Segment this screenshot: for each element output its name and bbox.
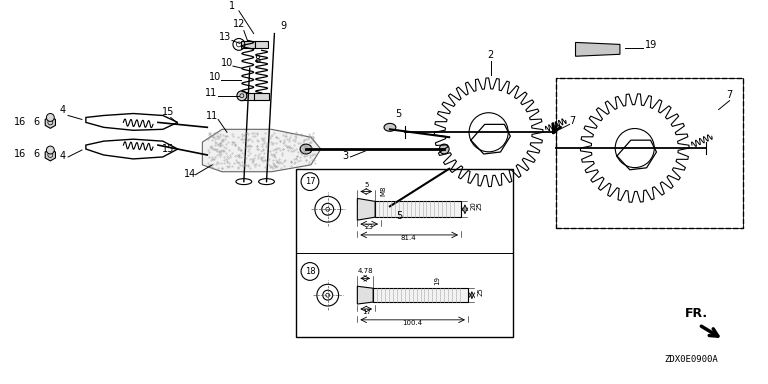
Bar: [373, 288, 468, 302]
Text: 5: 5: [364, 182, 369, 187]
Circle shape: [237, 91, 247, 101]
Text: M8: M8: [380, 186, 386, 197]
Text: 3: 3: [343, 151, 349, 161]
Text: 10: 10: [209, 72, 221, 82]
Text: 17: 17: [362, 309, 371, 315]
Polygon shape: [202, 129, 321, 172]
Text: 16: 16: [14, 118, 26, 127]
Bar: [241, 41, 255, 48]
Bar: [240, 93, 256, 100]
Ellipse shape: [439, 144, 449, 154]
Text: 19: 19: [644, 40, 657, 50]
Text: 4: 4: [59, 104, 65, 114]
Polygon shape: [357, 199, 375, 220]
Text: 6: 6: [34, 118, 40, 127]
Text: 12: 12: [233, 19, 245, 29]
Text: 5: 5: [396, 211, 403, 221]
Text: 4: 4: [59, 151, 65, 161]
Text: FR.: FR.: [684, 307, 707, 320]
Polygon shape: [575, 43, 620, 56]
Bar: [556, 78, 743, 228]
Circle shape: [46, 146, 55, 154]
Text: 17: 17: [305, 177, 316, 186]
Text: 19: 19: [435, 276, 440, 285]
Text: 20: 20: [471, 201, 477, 210]
Text: 11: 11: [206, 111, 218, 121]
Text: 1: 1: [229, 1, 235, 11]
Text: 14: 14: [184, 169, 197, 179]
Ellipse shape: [384, 123, 396, 131]
Circle shape: [46, 114, 55, 121]
Text: 10: 10: [221, 58, 233, 68]
Text: 16: 16: [14, 149, 26, 159]
Text: 9: 9: [280, 21, 286, 31]
Text: ZDX0E0900A: ZDX0E0900A: [664, 355, 718, 364]
Text: 81.4: 81.4: [401, 235, 416, 241]
Ellipse shape: [300, 144, 312, 154]
Ellipse shape: [384, 204, 396, 212]
Text: 25: 25: [478, 287, 484, 296]
Text: 15: 15: [161, 144, 174, 154]
Text: 13: 13: [219, 33, 231, 43]
Text: 4.78: 4.78: [357, 268, 373, 275]
Text: 7: 7: [570, 116, 576, 126]
Bar: [375, 201, 461, 217]
Bar: [253, 93, 270, 100]
Text: 6: 6: [34, 149, 40, 159]
Text: 2: 2: [488, 50, 494, 60]
Bar: [296, 169, 513, 337]
Text: 18: 18: [305, 267, 316, 276]
Text: 11: 11: [205, 88, 217, 98]
Text: 7: 7: [727, 90, 733, 100]
Polygon shape: [357, 286, 373, 304]
Text: 23: 23: [365, 224, 373, 230]
Text: 15: 15: [161, 108, 174, 118]
Text: 5: 5: [395, 109, 401, 119]
Bar: [556, 78, 743, 228]
Text: 8: 8: [254, 55, 260, 65]
Text: 100.4: 100.4: [402, 320, 422, 326]
Bar: [255, 41, 269, 48]
Text: 25: 25: [477, 202, 483, 210]
